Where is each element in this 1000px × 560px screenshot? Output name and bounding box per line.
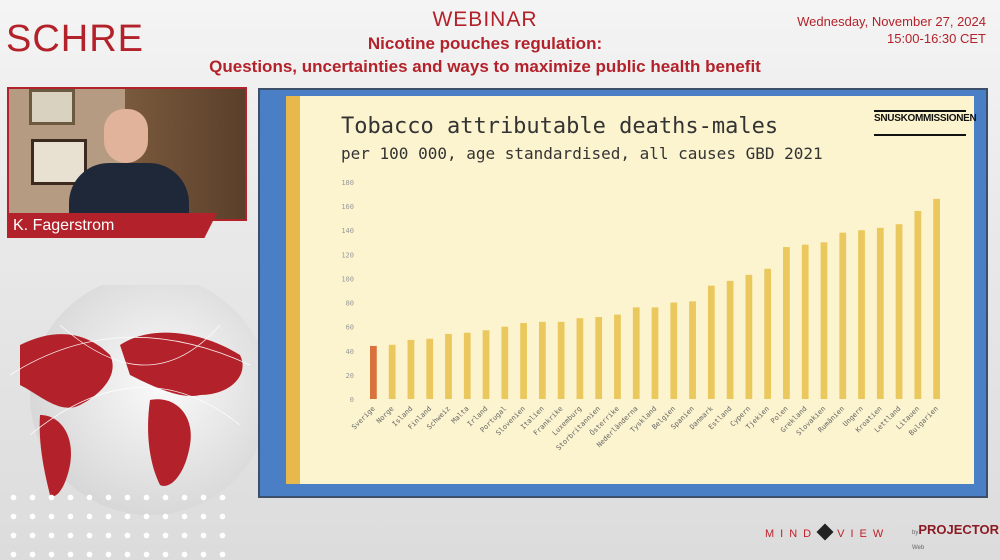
bar-polen [783,247,790,399]
mindview-diamond-icon [816,523,834,541]
bar-sverige [370,345,377,399]
bar-tyskland [651,307,659,399]
y-tick-label: 0 [350,396,354,404]
webinar-header: WEBINAR Nicotine pouches regulation: Que… [160,8,810,78]
bar-portugal [501,326,509,399]
bar-finland [426,338,434,399]
y-tick-label: 40 [346,348,354,356]
brand-name: KOMMISSIONEN [900,113,977,124]
wall-frame [29,89,75,125]
bar-österrike [614,314,621,399]
bar-malta [463,332,471,399]
webinar-title-line2: Questions, uncertainties and ways to max… [209,57,761,76]
globe-graphic [9,285,260,515]
bar-lettland [895,224,903,399]
speaker-head [104,109,148,163]
y-tick-label: 60 [346,324,354,332]
bar-cypern [745,274,753,399]
bar-bulgarien [933,198,940,399]
bar-grekland [801,244,809,399]
mindview-logo: MIND VIEW [765,523,890,541]
bar-island [407,339,415,399]
schre-logo: SCHRE [6,18,145,60]
y-tick-label: 20 [346,372,354,380]
x-tick-label: Sverige [350,405,377,432]
speaker-name: K. Fagerstrom [7,213,217,238]
y-tick-label: 80 [346,300,354,308]
projector-sub: Web [912,545,925,551]
speaker-video[interactable] [7,87,247,221]
bar-ungern [858,230,865,399]
y-tick-label: 100 [341,275,354,283]
snuskommissionen-logo: SNUSKOMMISSIONEN [874,110,977,136]
projector-logo: byPROJECTOR Web [912,522,999,552]
bar-luxemburg [576,318,584,399]
projector-name: PROJECTOR [918,522,1000,537]
bar-italien [538,321,546,399]
webinar-time: 15:00-16:30 CET [886,31,986,46]
y-tick-label: 160 [341,203,354,211]
brand-small: SNUS [874,113,901,124]
bar-rumänien [839,232,847,399]
slide-frame: 0 20 40 60 80 100 120 140 160 180 Sverige Norge Isla… [258,88,988,498]
bar-litauen [914,210,922,399]
bar-chart: 020406080100120140160180SverigeNorgeIsla… [341,179,940,452]
webinar-title-line1: Nicotine pouches regulation: [367,34,603,53]
date-box: Wednesday, November 27, 2024 15:00-16:30… [797,13,986,47]
bar-irland [482,330,490,399]
mindview-left: MIND [765,528,818,540]
webinar-date: Wednesday, November 27, 2024 [797,14,986,29]
y-tick-label: 120 [341,251,354,259]
bar-schweiz [445,333,452,399]
bar-tjekien [764,268,772,399]
webinar-label: WEBINAR [432,8,538,31]
y-tick-label: 180 [341,179,354,187]
bar-danmark [707,285,715,399]
bar-nederländerna [632,307,640,399]
slide-accent-bar [286,96,300,484]
bar-norge [388,344,396,399]
chart-subtitle: per 100 000, age standardised, all cause… [341,144,823,163]
bar-storbritannien [595,317,603,399]
bar-slovenien [520,323,527,399]
bar-belgien [670,302,678,399]
bar-slovakien [820,242,828,399]
slide: 0 20 40 60 80 100 120 140 160 180 Sverige Norge Isla… [286,96,977,484]
bar-kroatien [876,227,884,399]
decorative-dots [4,488,234,558]
bar-estland [726,280,734,399]
bar-spanien [689,301,696,399]
speaker-body [69,163,189,219]
chart-title: Tobacco attributable deaths-males [341,114,779,139]
y-tick-label: 140 [341,227,354,235]
mindview-right: VIEW [837,528,890,540]
bar-frankrike [557,321,565,399]
projector-prefix: by [912,530,919,536]
